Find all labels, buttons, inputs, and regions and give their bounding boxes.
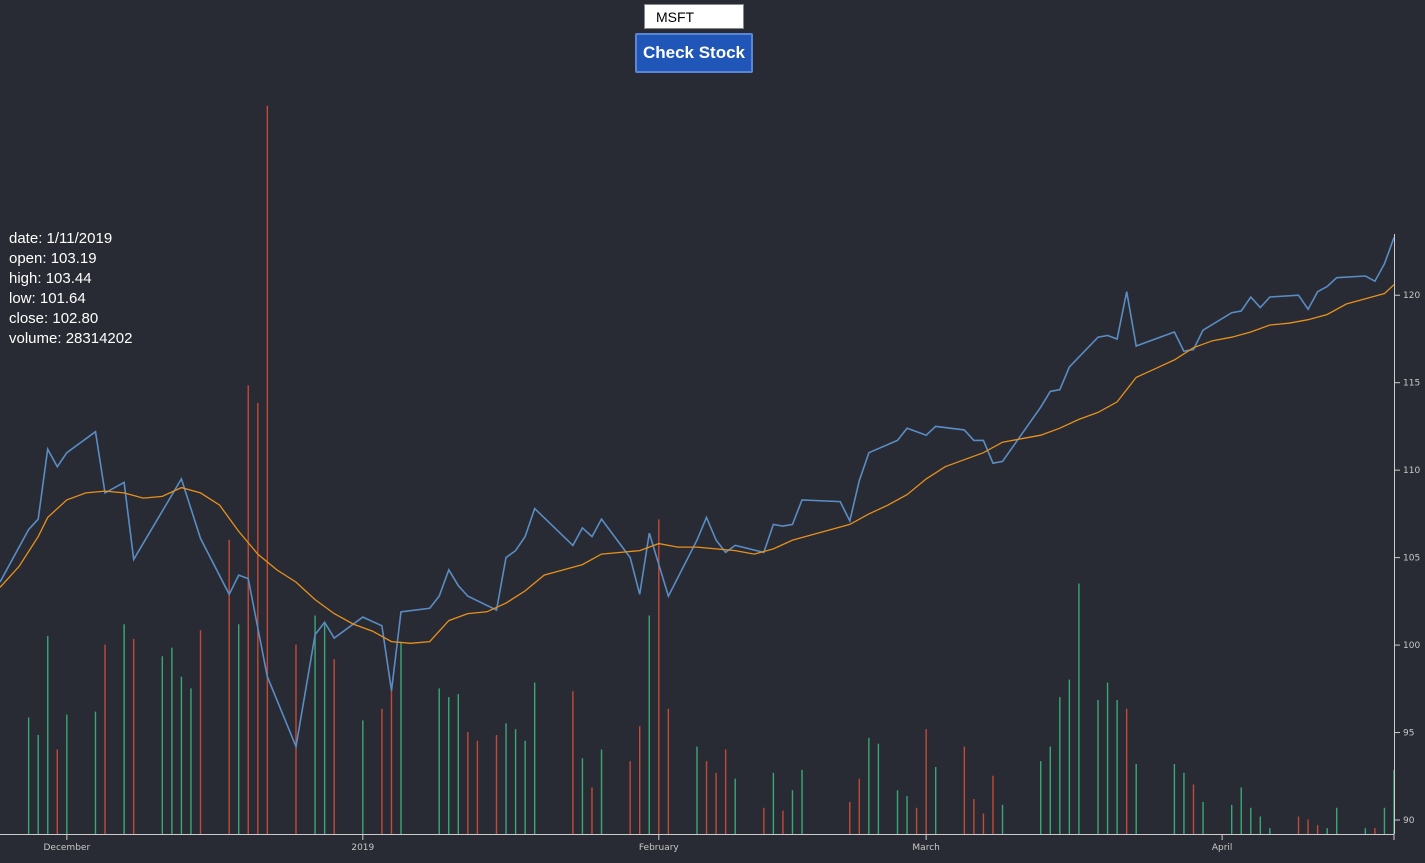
info-date: date: 1/11/2019	[9, 230, 113, 247]
y-tick-label-1: 95	[1403, 729, 1414, 739]
info-close: close: 102.80	[9, 310, 99, 327]
info-volume: volume: 28314202	[9, 330, 133, 347]
info-high: high: 103.44	[9, 270, 92, 287]
info-panel: date: 1/11/2019 open: 103.19 high: 103.4…	[9, 229, 132, 349]
x-tick-label-0: December	[43, 843, 90, 853]
x-tick-label-3: March	[912, 843, 939, 853]
x-tick-label-1: 2019	[351, 843, 374, 853]
y-axis: 90 95 100 105 110 115 120	[1394, 234, 1420, 834]
moving-average-line	[0, 284, 1395, 644]
y-tick-label-3: 105	[1403, 554, 1420, 564]
info-open: open: 103.19	[9, 250, 97, 267]
y-tick-label-6: 120	[1403, 291, 1420, 301]
y-tick-label-2: 100	[1403, 641, 1420, 651]
price-line	[0, 237, 1395, 750]
y-tick-label-5: 115	[1403, 379, 1420, 389]
y-tick-label-0: 90	[1403, 816, 1415, 826]
info-low: low: 101.64	[9, 290, 86, 307]
volume-bars	[27, 105, 1395, 834]
x-axis: December 2019 February March April	[0, 834, 1395, 853]
x-tick-label-4: April	[1212, 843, 1233, 853]
y-tick-label-4: 110	[1403, 466, 1420, 476]
x-tick-label-2: February	[639, 843, 680, 853]
price-lines	[0, 237, 1395, 750]
check-stock-button[interactable]: Check Stock	[635, 33, 753, 73]
ticker-input[interactable]	[644, 4, 744, 29]
